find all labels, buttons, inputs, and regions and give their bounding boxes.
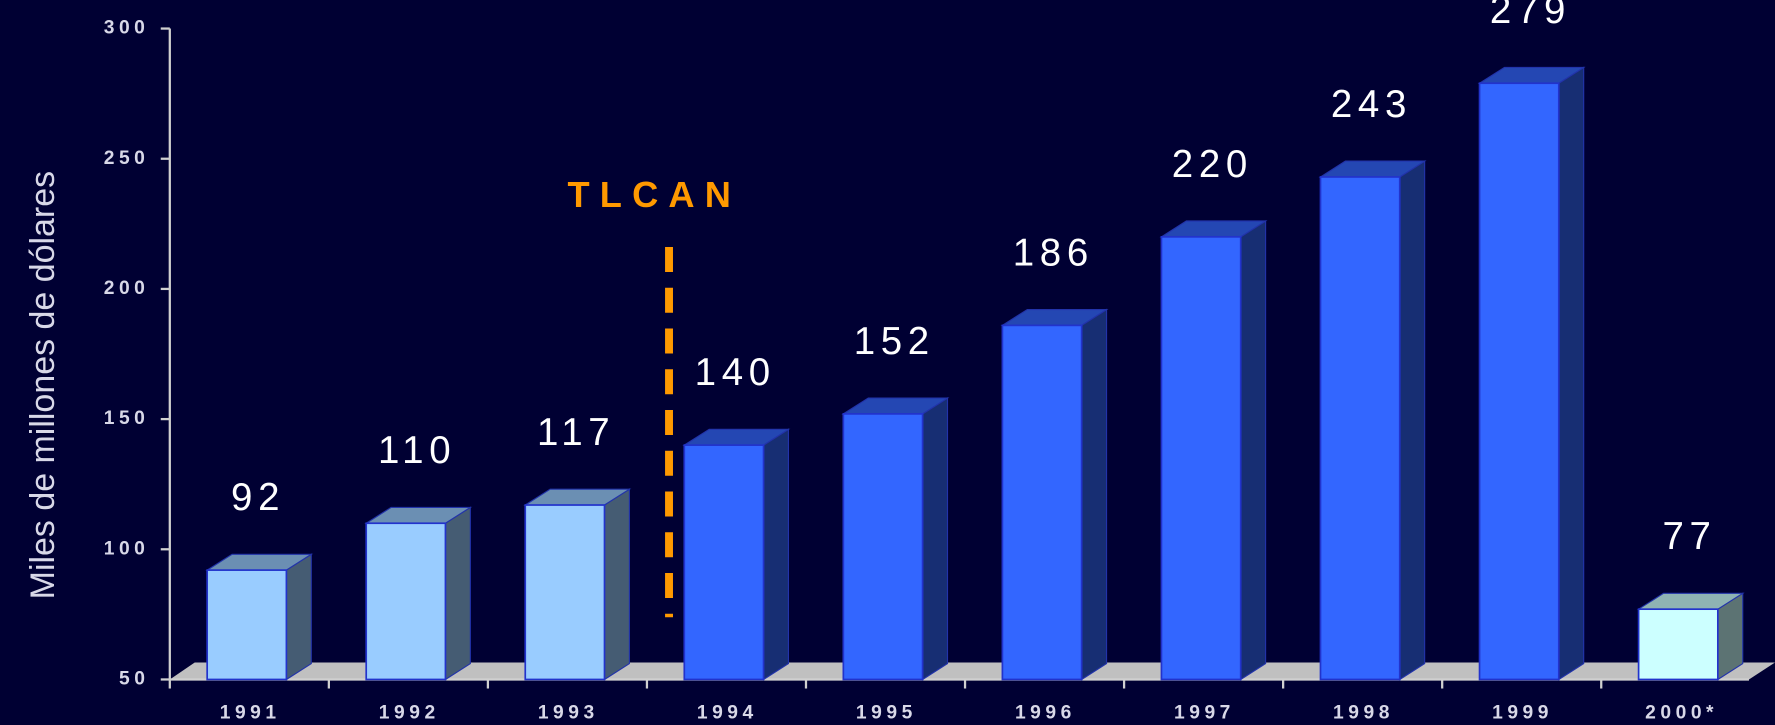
y-tick-label: 200 [104,278,150,299]
x-tick-label: 1998 [1333,703,1394,724]
value-label: 152 [854,320,935,363]
value-label: 186 [1013,231,1094,274]
x-tick-label: 1997 [1174,703,1235,724]
y-tick-label: 300 [104,18,150,39]
bar-side [1081,308,1108,681]
bar [524,504,606,681]
y-axis-title: Miles de millones de dólares [24,171,62,599]
value-label: 92 [231,476,285,519]
bar-side [922,397,949,681]
bar [842,413,924,681]
bar [1478,82,1560,681]
annotation: TLCAN [567,174,741,215]
value-label: 279 [1490,0,1571,32]
x-tick-label: 1991 [220,703,281,724]
value-label: 140 [695,351,776,394]
bar-side [1240,219,1267,681]
bar [1637,608,1719,681]
bar [683,444,765,681]
y-tick-label: 250 [104,148,150,169]
bar [1319,176,1401,681]
bar [206,569,288,681]
value-label: 77 [1662,515,1716,558]
x-tick-label: 1994 [697,703,758,724]
bar-side [1558,66,1585,681]
x-tick-label: 1996 [1015,703,1076,724]
y-tick-label: 150 [104,408,150,429]
bar [1160,235,1242,681]
y-tick-label: 100 [104,538,150,559]
value-label: 243 [1331,83,1412,126]
x-tick-label: 1993 [538,703,599,724]
bar-side [1399,160,1426,681]
value-label: 220 [1172,143,1253,186]
bar [365,522,447,681]
x-tick-label: 1995 [856,703,917,724]
bar-side [285,553,312,681]
bar-side [762,428,790,681]
value-label: 117 [537,411,615,454]
y-tick-label: 50 [119,669,149,690]
value-label: 110 [378,429,456,472]
x-tick-label: 2000* [1645,703,1718,724]
bar [1001,324,1083,681]
x-tick-label: 1992 [379,703,440,724]
x-tick-label: 1999 [1492,703,1553,724]
bar-side [444,506,471,681]
bar-side [603,488,630,681]
